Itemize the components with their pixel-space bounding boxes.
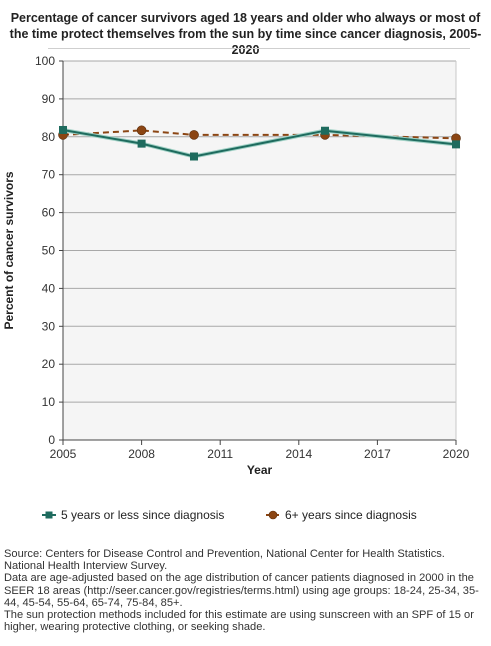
y-tick-label: 60 bbox=[42, 206, 56, 220]
chart-title-line-1: Percentage of cancer survivors aged 18 y… bbox=[10, 11, 481, 25]
x-tick-label: 2005 bbox=[50, 447, 77, 461]
y-tick-label: 70 bbox=[42, 168, 56, 182]
square-marker-icon bbox=[42, 511, 56, 519]
y-tick-label: 100 bbox=[35, 54, 55, 68]
circle-marker-icon bbox=[266, 510, 280, 520]
x-tick-label: 2011 bbox=[207, 447, 233, 461]
x-tick-label: 2008 bbox=[128, 447, 155, 461]
data-point-5-years bbox=[59, 125, 67, 134]
y-tick-label: 80 bbox=[42, 130, 56, 144]
source-note-3: The sun protection methods included for … bbox=[4, 609, 474, 634]
source-notes: Source: Centers for Disease Control and … bbox=[4, 548, 488, 633]
data-point-5-years bbox=[321, 126, 329, 135]
legend-item-5-years[interactable]: 5 years or less since diagnosis bbox=[42, 508, 224, 522]
data-point-6-plus-years bbox=[136, 125, 147, 136]
y-tick-label: 90 bbox=[42, 92, 56, 106]
x-axis-title: Year bbox=[247, 463, 273, 477]
y-axis-title: Percent of cancer survivors bbox=[2, 171, 16, 329]
y-tick-label: 50 bbox=[42, 244, 56, 258]
source-note-1: Source: Centers for Disease Control and … bbox=[4, 548, 445, 573]
chart-title-line-2: the time protect themselves from the sun… bbox=[9, 27, 482, 57]
y-tick-label: 10 bbox=[42, 395, 56, 409]
y-tick-label: 40 bbox=[42, 281, 56, 295]
source-note-2: Data are age-adjusted based on the age d… bbox=[4, 572, 479, 609]
data-point-5-years bbox=[452, 140, 460, 149]
data-point-6-plus-years bbox=[189, 130, 199, 140]
legend-label-6-plus-years: 6+ years since diagnosis bbox=[285, 508, 417, 522]
y-tick-label: 0 bbox=[48, 433, 55, 447]
data-point-5-years bbox=[137, 139, 146, 148]
y-tick-label: 20 bbox=[42, 357, 56, 371]
y-tick-label: 30 bbox=[42, 319, 56, 333]
title-divider bbox=[48, 48, 470, 49]
x-tick-label: 2020 bbox=[443, 447, 470, 461]
legend-item-6-plus-years[interactable]: 6+ years since diagnosis bbox=[266, 508, 417, 522]
legend-label-5-years: 5 years or less since diagnosis bbox=[61, 508, 225, 522]
line-chart: 0 10 20 30 40 50 60 70 80 90 100 2005 2008 2011 2014 20… bbox=[2, 54, 470, 477]
chart-title: Percentage of cancer survivors aged 18 y… bbox=[0, 10, 491, 58]
x-tick-label: 2017 bbox=[364, 447, 391, 461]
x-tick-label: 2014 bbox=[285, 447, 312, 461]
data-point-5-years bbox=[190, 152, 198, 161]
